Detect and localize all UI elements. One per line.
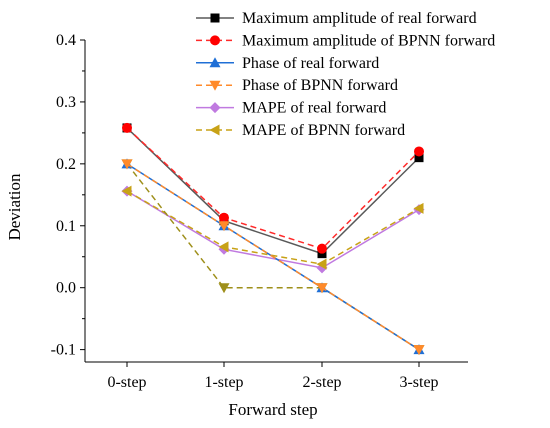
y-tick-label: 0.4 bbox=[56, 32, 76, 49]
x-axis-label: Forward step bbox=[228, 400, 317, 419]
data-point-0-3 bbox=[414, 153, 424, 163]
data-point-3-0 bbox=[121, 159, 133, 170]
data-point-5-0 bbox=[121, 185, 132, 197]
x-tick-label: 3-step bbox=[399, 374, 438, 391]
x-tick-label: 0-step bbox=[107, 374, 146, 391]
y-tick-label: 0.3 bbox=[56, 94, 76, 111]
series-line-3 bbox=[126, 163, 420, 351]
legend-marker-2 bbox=[209, 57, 221, 68]
series-line-0 bbox=[126, 127, 420, 255]
x-tick-label: 1-step bbox=[204, 374, 243, 391]
data-point-5-1 bbox=[218, 241, 229, 253]
y-tick-label: 0.1 bbox=[56, 218, 76, 235]
data-point-3-2 bbox=[316, 283, 328, 294]
legend-label-4: MAPE of real forward bbox=[242, 100, 386, 117]
legend-marker-5 bbox=[209, 124, 220, 136]
legend-label-3: Phase of BPNN forward bbox=[242, 77, 398, 94]
y-tick-label: -0.1 bbox=[51, 342, 76, 359]
y-tick-label: 0.2 bbox=[56, 156, 76, 173]
legend-label-2: Phase of real forward bbox=[242, 55, 379, 72]
data-point-1-2 bbox=[317, 243, 327, 254]
legend-label-1: Maximum amplitude of BPNN forward bbox=[242, 32, 495, 49]
data-point-1-3 bbox=[414, 146, 424, 157]
x-tick-label: 2-step bbox=[302, 374, 341, 391]
data-point-3-1 bbox=[218, 221, 230, 232]
legend-label-0: Maximum amplitude of real forward bbox=[242, 10, 477, 27]
data-point-5-3 bbox=[413, 202, 424, 214]
data-point-6-1 bbox=[218, 283, 230, 294]
data-point-3-3 bbox=[413, 345, 425, 356]
series-line-5 bbox=[126, 190, 420, 265]
legend-marker-0 bbox=[210, 13, 220, 23]
legend-marker-3 bbox=[209, 80, 221, 91]
data-point-1-1 bbox=[219, 212, 229, 223]
legend-label-5: MAPE of BPNN forward bbox=[242, 122, 405, 139]
y-axis-label: Deviation bbox=[5, 173, 24, 241]
data-point-1-0 bbox=[122, 122, 132, 133]
series-line-4 bbox=[126, 190, 420, 269]
y-tick-label: 0.0 bbox=[56, 280, 76, 297]
data-point-5-2 bbox=[316, 258, 327, 270]
legend-marker-1 bbox=[210, 35, 220, 46]
legend-marker-4 bbox=[209, 102, 221, 114]
series-line-1 bbox=[126, 127, 420, 250]
